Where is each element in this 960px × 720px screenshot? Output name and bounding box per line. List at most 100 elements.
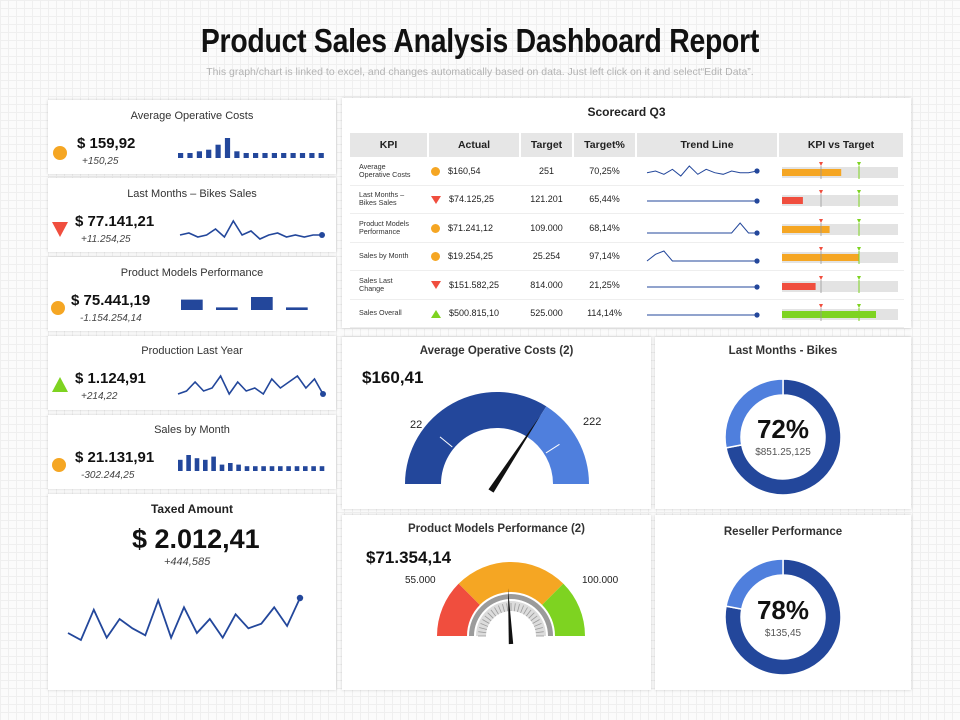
- bullet-chart: [782, 218, 898, 236]
- actual-value: $160,54: [448, 165, 481, 176]
- scorecard-row[interactable]: Sales by Month $19.254,25 25.254 97,14%: [350, 242, 904, 271]
- kpi-name: Sales by Month: [350, 242, 428, 271]
- kpi-card-title: Product Models Performance: [120, 267, 264, 279]
- gauge-tick: [439, 436, 453, 448]
- kpi-card-product-models[interactable]: Product Models Performance $ 75.441,19 -…: [48, 257, 336, 331]
- donut-segment-value: [725, 378, 842, 496]
- gauge-band-high: [542, 583, 585, 636]
- avg-operative-costs-gauge-card[interactable]: Average Operative Costs (2) $160,41 22 2…: [342, 337, 651, 509]
- taxed-amount-title: Taxed Amount: [150, 502, 233, 516]
- taxed-amount-value: $ 2.012,41: [132, 524, 260, 554]
- scorecard-row[interactable]: Product Models Performance $71.241,12 109.0…: [350, 213, 904, 243]
- spark-bar: [253, 153, 259, 158]
- donut-segment-value: [724, 558, 842, 676]
- spark-bar: [203, 459, 208, 471]
- kpi-card-value: $ 75.441,19: [71, 292, 151, 309]
- target-marker-green: [857, 304, 861, 309]
- spark-bar: [244, 466, 250, 471]
- gauge-min-label: 55.000: [405, 575, 436, 586]
- kpi-card-sales-by-month[interactable]: Sales by Month $ 21.131,91 -302.244,25: [48, 415, 336, 489]
- spark-end-marker: [320, 391, 326, 397]
- actual-cell: $151.582,25: [428, 270, 520, 300]
- bullet-fill: [782, 254, 859, 262]
- kpi-block-chart: [181, 297, 308, 310]
- spark-end-marker: [319, 232, 325, 238]
- scorecard-row[interactable]: Last Months – Bikes Sales $74.125,25 121.20…: [350, 185, 904, 214]
- spark-bar: [271, 153, 277, 158]
- kpi-name-line: Performance: [359, 226, 401, 236]
- triangle-down-icon: [431, 281, 441, 290]
- spark-bar: [178, 459, 183, 471]
- kpi-card-title: Average Operative Costs: [130, 110, 254, 122]
- kpi-name-line: Sales Last: [359, 275, 393, 285]
- column-header: KPI vs Target: [778, 133, 905, 157]
- dashboard-subtitle: This graph/chart is linked to excel, and…: [206, 66, 754, 78]
- gauge-max-label: 222: [583, 416, 602, 428]
- kpi-name: Last Months – Bikes Sales: [350, 185, 428, 214]
- spark-bar: [215, 144, 221, 158]
- gauge-scale-tick: [535, 631, 544, 634]
- donut-chart: [724, 558, 842, 676]
- triangle-up-icon: [52, 377, 68, 392]
- scorecard-row[interactable]: Sales Last Change $151.582,25 814.000 21,25%: [350, 270, 904, 300]
- trend-cell: [636, 242, 778, 271]
- trend-sparkline: [647, 312, 760, 318]
- gauge-scale-tick: [513, 603, 516, 612]
- spark-bar: [269, 466, 275, 471]
- circle-icon: [51, 301, 65, 315]
- trend-line: [647, 221, 757, 234]
- trend-sparkline: [647, 221, 760, 236]
- trend-end-marker: [754, 312, 760, 318]
- reseller-donut-card[interactable]: Reseller Performance 78% $135,45: [655, 515, 911, 690]
- gauge-scale-tick: [478, 631, 487, 634]
- spark-bar: [318, 153, 324, 158]
- spark-bar: [234, 151, 240, 158]
- product-models-gauge-card[interactable]: Product Models Performance (2) $71.354,1…: [342, 515, 651, 690]
- gauge-min-label: 22: [410, 419, 423, 431]
- circle-icon: [53, 146, 67, 160]
- scorecard-row[interactable]: Average Operative Costs $160,54 251 70,25%: [350, 157, 904, 186]
- gauge-needle: [488, 414, 541, 493]
- taxed-amount-card[interactable]: Taxed Amount $ 2.012,41 +444,585: [48, 494, 336, 690]
- bullet-chart: [782, 247, 898, 265]
- dashboard-title: Product Sales Analysis Dashboard Report: [200, 22, 760, 59]
- target-marker-green: [857, 275, 861, 280]
- target-marker-red: [819, 275, 823, 280]
- bullet-track: [782, 223, 898, 235]
- bullet-fill: [782, 311, 876, 319]
- kpi-card-production-last-year[interactable]: Production Last Year $ 1.124,91 +214,22: [48, 336, 336, 410]
- column-header: Target%: [573, 133, 637, 157]
- gauge-title: Product Models Performance (2): [407, 523, 585, 535]
- trend-cell: [636, 270, 778, 300]
- bikes-donut-card[interactable]: Last Months - Bikes 72% $851.25,125: [655, 337, 911, 509]
- scorecard-table: KPI Actual Target Target% Trend Line KPI…: [350, 133, 905, 328]
- target-percent: 21,25%: [573, 270, 636, 300]
- actual-cell: $160,54: [428, 157, 520, 186]
- donut-percent: 78%: [756, 595, 810, 625]
- circle-icon: [431, 166, 440, 176]
- actual-value: $71.241,12: [448, 222, 494, 233]
- kpi-card-avg-operative-costs[interactable]: Average Operative Costs $ 159,92 +150,25: [48, 100, 336, 174]
- kpi-name: Sales Last Change: [350, 270, 428, 300]
- kpi-card-value: $ 77.141,21: [75, 213, 155, 230]
- kpi-name-line: Average: [359, 161, 386, 171]
- scorecard-row[interactable]: Sales Overall $500.815,10 525.000 114,14%: [350, 299, 904, 328]
- bullet-track: [782, 195, 898, 207]
- actual-cell: $500.815,10: [428, 299, 520, 328]
- column-header: Target: [520, 133, 574, 157]
- gauge-scale-tick: [498, 605, 502, 614]
- trend-sparkline: [646, 250, 760, 264]
- bullet-fill: [782, 197, 803, 205]
- trend-sparkline: [647, 284, 760, 290]
- spark-bar: [294, 466, 300, 471]
- gauge-scale-tick: [535, 627, 543, 630]
- kpi-card-title: Sales by Month: [154, 424, 230, 436]
- kpi-name-line: Last Months –: [359, 190, 405, 200]
- kpi-card-bikes-sales[interactable]: Last Months – Bikes Sales $ 77.141,21 +1…: [48, 178, 336, 252]
- kpi-sparkline: [178, 455, 325, 471]
- kpi-card-value: $ 21.131,91: [75, 449, 155, 466]
- bullet-chart: [782, 161, 898, 179]
- spark-bar: [253, 466, 258, 471]
- bullet-track: [782, 280, 898, 292]
- gauge-scale-tick: [480, 623, 489, 627]
